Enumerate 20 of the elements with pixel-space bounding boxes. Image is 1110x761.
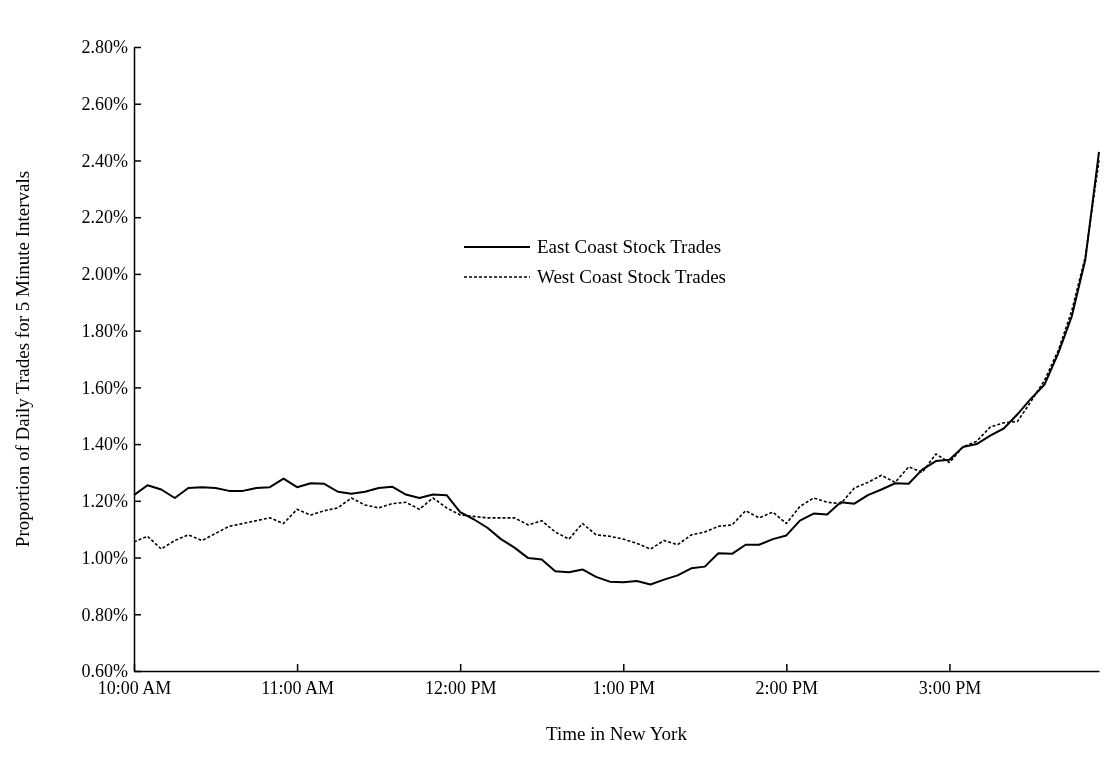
x-tick-label: 2:00 PM [755, 677, 819, 698]
y-tick-label: 2.20% [81, 207, 128, 228]
legend-label: West Coast Stock Trades [537, 266, 727, 287]
y-tick-label: 1.20% [81, 491, 128, 512]
y-tick-label: 1.40% [81, 434, 128, 455]
y-tick-label: 1.00% [81, 547, 128, 568]
y-axis-title: Proportion of Daily Trades for 5 Minute Intervals [12, 170, 33, 548]
y-tick-label: 2.80% [81, 37, 128, 58]
x-axis-title: Time in New York [546, 723, 688, 744]
x-tick-label: 1:00 PM [592, 677, 656, 698]
y-tick-label: 2.40% [81, 150, 128, 171]
x-tick-label: 12:00 PM [424, 677, 497, 698]
legend-label: East Coast Stock Trades [537, 236, 722, 257]
y-tick-label: 1.60% [81, 377, 128, 398]
x-tick-label: 11:00 AM [261, 677, 335, 698]
y-tick-label: 2.00% [81, 264, 128, 285]
y-tick-label: 2.60% [81, 93, 128, 114]
y-tick-label: 0.80% [81, 604, 128, 625]
y-tick-label: 1.80% [81, 320, 128, 341]
x-tick-label: 3:00 PM [918, 677, 982, 698]
